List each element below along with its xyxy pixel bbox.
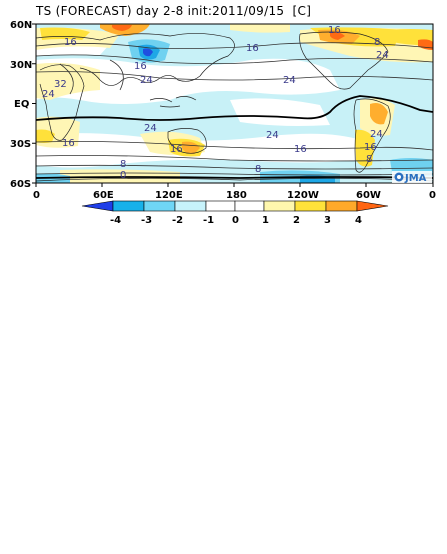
contour-label: 32 — [54, 79, 67, 90]
latitude-axis: 60N 30N EQ 30S 60S — [10, 20, 36, 190]
colorbar-label: 1 — [262, 215, 269, 226]
lat-label-eq: EQ — [14, 99, 29, 110]
colorbar-segment-zero-low — [205, 200, 236, 212]
colorbar-label: -3 — [141, 215, 152, 226]
colorbar-label: 2 — [293, 215, 300, 226]
africa-coast — [39, 64, 85, 141]
colorbar-label: 4 — [355, 215, 362, 226]
contour-lines — [36, 42, 433, 179]
antarctica-coast — [36, 177, 433, 182]
contour-label: 16 — [364, 142, 377, 153]
eurasia-coast — [36, 33, 235, 86]
colorbar-label: -1 — [203, 215, 214, 226]
contour-label: 24 — [370, 129, 383, 140]
contour-label: 24 — [144, 123, 157, 134]
contour-line — [36, 164, 433, 170]
colorbar-segment-plus1 — [263, 200, 296, 212]
contour-label: 24 — [42, 89, 55, 100]
lon-label-60e: 60E — [93, 190, 114, 201]
contour-labels: 16 16 16 24 32 24 24 24 24 24 16 16 16 8… — [42, 25, 389, 181]
colorbar-lower-arrow — [81, 200, 114, 212]
contour-label: 16 — [328, 25, 341, 36]
shade-plus4-area — [330, 31, 345, 40]
contour-line — [109, 59, 124, 91]
lon-label-0-east: 0 — [429, 190, 436, 201]
contour-label: 16 — [170, 144, 183, 155]
colorbar-label: -4 — [110, 215, 121, 226]
shade-plus2-area — [36, 129, 55, 143]
jma-logo: JMA — [392, 171, 432, 184]
lon-label-180: 180 — [226, 190, 247, 201]
colorbar-segment-minus2 — [143, 200, 176, 212]
contour-label: 8 — [374, 37, 380, 48]
contour-label: 24 — [376, 50, 389, 61]
lat-label-60s: 60S — [10, 179, 31, 190]
lon-label-120e: 120E — [155, 190, 183, 201]
contour-label: 24 — [283, 75, 296, 86]
contour-label: 16 — [294, 144, 307, 155]
contour-label: 8 — [255, 164, 261, 175]
south-america-coast — [353, 98, 391, 173]
jma-logo-text: JMA — [404, 173, 427, 184]
contour-line — [36, 54, 433, 64]
contour-label: 16 — [134, 61, 147, 72]
north-america-coast — [299, 31, 389, 90]
contour-line — [36, 155, 433, 162]
colorbar-label: -2 — [172, 215, 183, 226]
shade-plus2-area — [355, 129, 375, 167]
lat-label-30s: 30S — [10, 139, 31, 150]
colorbar-segment-zero-high — [234, 200, 265, 212]
lon-label-0: 0 — [33, 190, 40, 201]
colorbar-label: 3 — [324, 215, 331, 226]
lat-label-60n: 60N — [10, 20, 32, 31]
shade-plus1-area — [230, 24, 290, 33]
contour-label: 24 — [140, 75, 153, 86]
contour-line — [36, 42, 433, 49]
color-bar: -4 -3 -2 -1 0 1 2 3 4 — [81, 200, 389, 226]
contour-label: 8 — [120, 159, 126, 170]
colorbar-segment-plus3 — [325, 200, 358, 212]
colorbar-label: 0 — [232, 215, 239, 226]
lat-label-30n: 30N — [10, 60, 32, 71]
contour-label: 16 — [64, 37, 77, 48]
contour-label: 0 — [120, 170, 126, 181]
colorbar-segment-plus2 — [294, 200, 327, 212]
contour-line — [36, 141, 433, 151]
colorbar-upper-arrow — [356, 200, 389, 212]
contour-label: 8 — [366, 154, 372, 165]
contour-line-bold — [36, 176, 433, 179]
map-title: TS (FORECAST) day 2-8 init:2011/09/15 [C… — [36, 4, 312, 18]
lon-label-60w: 60W — [356, 190, 381, 201]
indonesia-coast — [149, 96, 197, 108]
shade-plus3-area — [370, 103, 388, 125]
contour-line — [36, 71, 433, 81]
colorbar-segment-minus1 — [174, 200, 207, 212]
contour-line — [59, 63, 74, 95]
shade-minus4-area — [143, 48, 153, 57]
lon-label-120w: 120W — [287, 190, 319, 201]
contour-label: 16 — [246, 43, 259, 54]
australia-coast — [167, 128, 207, 154]
contour-line-bold — [36, 95, 433, 121]
contour-label: 16 — [62, 138, 75, 149]
longitude-axis: 0 60E 120E 180 120W 60W 0 — [33, 183, 436, 201]
contour-line — [36, 172, 433, 176]
coastlines — [36, 31, 433, 182]
shade-plus4-area — [112, 25, 132, 31]
colorbar-segment-minus3 — [112, 200, 145, 212]
contour-label: 24 — [266, 130, 279, 141]
